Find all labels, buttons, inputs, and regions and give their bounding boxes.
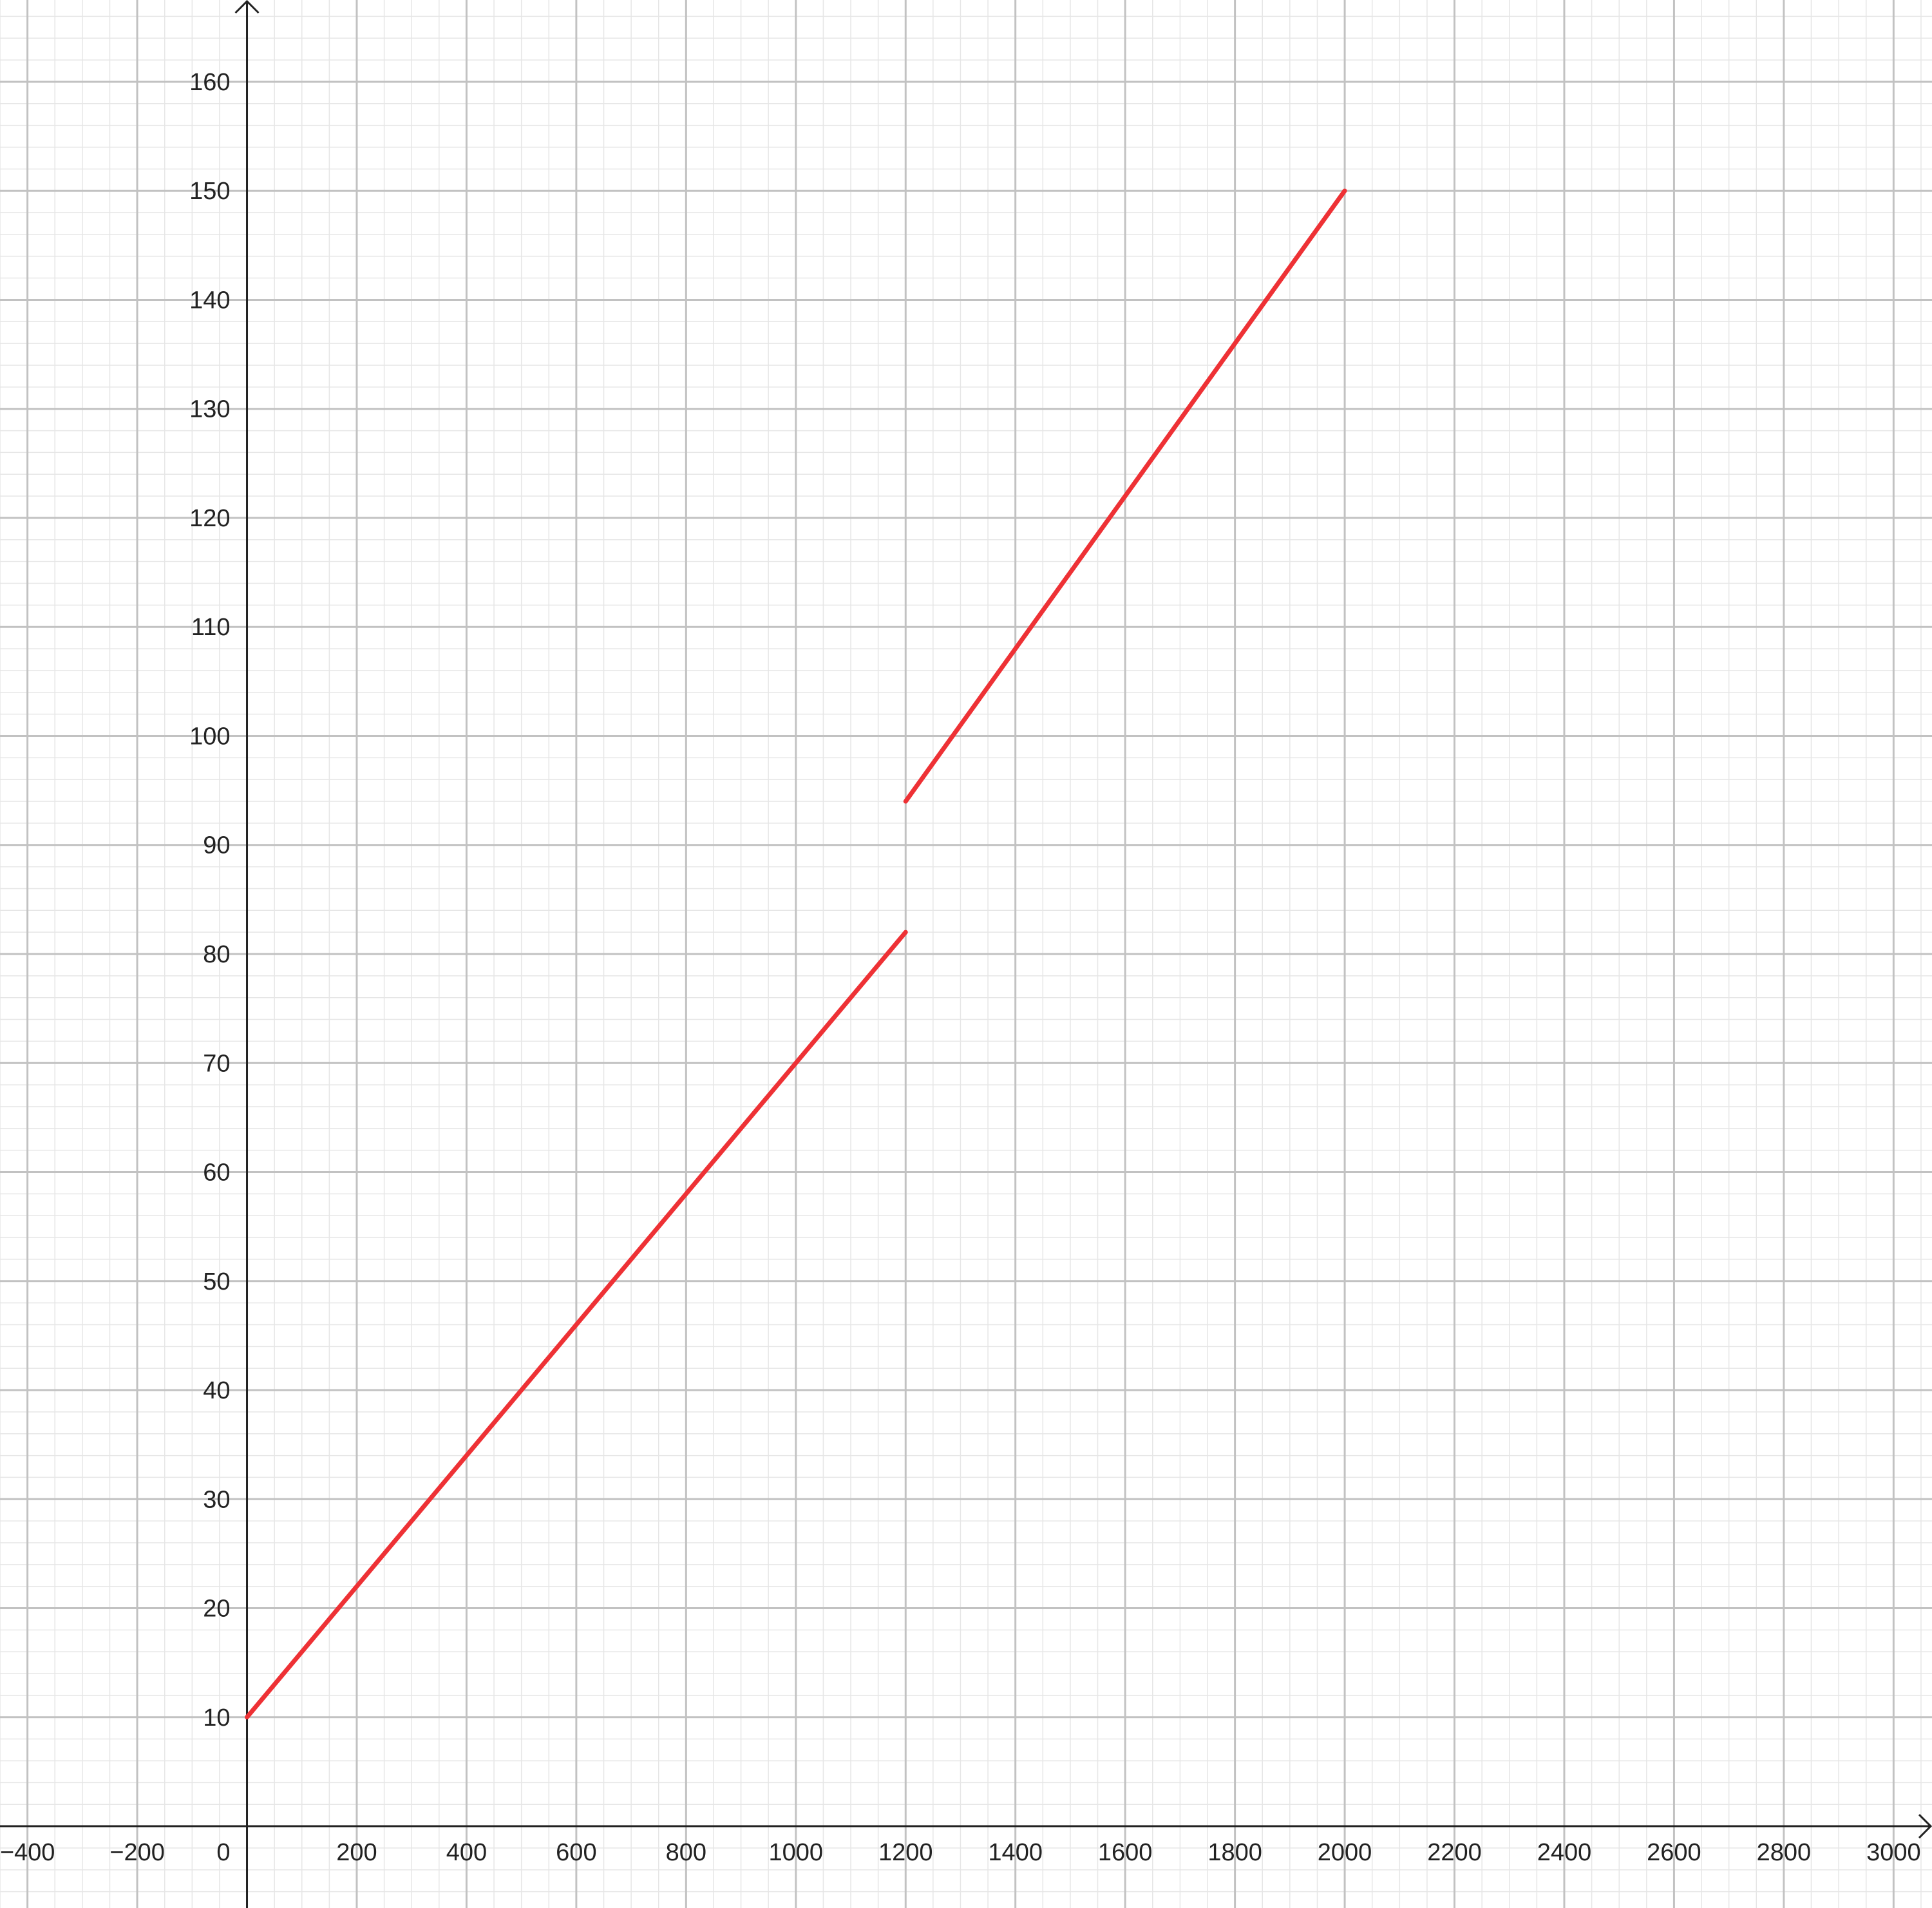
x-tick-label: 2600 (1647, 1839, 1701, 1866)
y-tick-label: 110 (191, 614, 231, 641)
y-tick-label: 80 (203, 941, 230, 968)
y-tick-label: 30 (203, 1486, 230, 1513)
x-tick-label: 2000 (1318, 1839, 1372, 1866)
x-tick-label: 400 (446, 1839, 487, 1866)
y-tick-label: 140 (189, 287, 230, 314)
y-axis-tick-labels: 10 20 30 40 50 60 70 80 90 100 110 120 130 140 150 160 (189, 69, 230, 1732)
y-tick-label: 10 (203, 1704, 230, 1732)
y-tick-label: 160 (189, 69, 230, 96)
x-tick-label: 1800 (1208, 1839, 1262, 1866)
y-tick-label: 120 (189, 505, 230, 532)
x-tick-label: 200 (336, 1839, 377, 1866)
x-tick-label: 1000 (769, 1839, 824, 1866)
x-tick-label: 0 (216, 1839, 230, 1866)
x-tick-label: −200 (109, 1839, 165, 1866)
series-line-2 (903, 188, 1347, 804)
x-tick-label: 3000 (1866, 1839, 1921, 1866)
x-tick-label: 2800 (1757, 1839, 1812, 1866)
y-tick-label: 90 (203, 832, 230, 859)
data-series (245, 188, 1347, 1720)
series-line-1 (245, 930, 908, 1720)
x-axis-tick-labels: −400 −200 0 200 400 600 800 1000 1200 1400 1600 180… (0, 1839, 1921, 1866)
y-tick-label: 150 (189, 178, 230, 205)
y-tick-label: 50 (203, 1268, 230, 1295)
x-tick-label: 1400 (988, 1839, 1043, 1866)
x-tick-label: 2200 (1427, 1839, 1482, 1866)
x-tick-label: 600 (556, 1839, 596, 1866)
x-tick-label: −400 (0, 1839, 55, 1866)
y-tick-label: 20 (203, 1596, 230, 1623)
x-axis-arrow-icon (1918, 1813, 1932, 1839)
y-tick-label: 100 (189, 723, 230, 750)
x-tick-label: 1600 (1098, 1839, 1153, 1866)
y-tick-label: 130 (189, 396, 230, 423)
x-tick-label: 2400 (1537, 1839, 1592, 1866)
y-tick-label: 40 (203, 1377, 230, 1404)
y-axis-arrow-icon (234, 0, 260, 14)
y-tick-label: 60 (203, 1159, 230, 1187)
x-tick-label: 1200 (878, 1839, 933, 1866)
y-tick-label: 70 (203, 1050, 230, 1077)
x-tick-label: 800 (666, 1839, 706, 1866)
